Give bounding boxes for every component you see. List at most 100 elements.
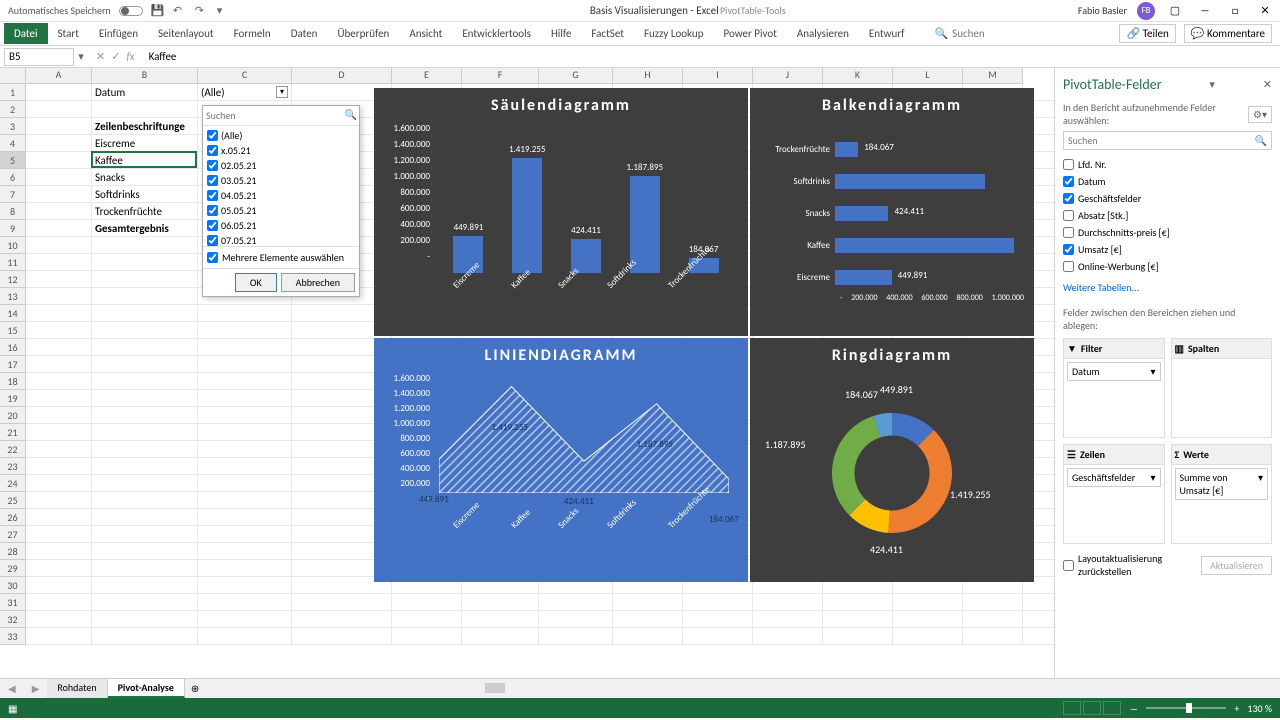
zone-values[interactable]: ΣWerteSumme von Umsatz [€]▾ bbox=[1171, 444, 1273, 544]
filter-item-checkbox[interactable] bbox=[207, 190, 218, 201]
row-header-9[interactable]: 9 bbox=[0, 220, 26, 237]
column-header-F[interactable]: F bbox=[462, 68, 539, 84]
ribbon-tab-einfügen[interactable]: Einfügen bbox=[89, 23, 148, 44]
row-header-7[interactable]: 7 bbox=[0, 186, 26, 203]
filter-item-checkbox[interactable] bbox=[207, 220, 218, 231]
field-name[interactable]: Durchschnitts-preis [€] bbox=[1078, 226, 1170, 239]
ribbon-tab-entwurf[interactable]: Entwurf bbox=[859, 23, 915, 44]
name-box-dropdown-icon[interactable]: ▾ bbox=[74, 50, 88, 63]
row-header-28[interactable]: 28 bbox=[0, 543, 26, 560]
row-header-32[interactable]: 32 bbox=[0, 611, 26, 628]
field-checkbox[interactable] bbox=[1063, 261, 1074, 272]
field-name[interactable]: Online-Werbung [€] bbox=[1078, 260, 1159, 273]
column-header-M[interactable]: M bbox=[963, 68, 1023, 84]
ribbon-tab-start[interactable]: Start bbox=[48, 23, 89, 44]
more-tables-link[interactable]: Weitere Tabellen... bbox=[1063, 281, 1272, 294]
column-header-K[interactable]: K bbox=[823, 68, 893, 84]
zone-item[interactable]: Summe von Umsatz [€]▾ bbox=[1175, 468, 1269, 500]
zoom-slider[interactable] bbox=[1146, 707, 1226, 709]
enter-formula-icon[interactable]: ✓ bbox=[111, 50, 120, 63]
ribbon-tab-power pivot[interactable]: Power Pivot bbox=[713, 23, 786, 44]
redo-icon[interactable]: ↷ bbox=[195, 4, 209, 18]
filter-item-checkbox[interactable] bbox=[207, 160, 218, 171]
row-header-27[interactable]: 27 bbox=[0, 526, 26, 543]
row-header-11[interactable]: 11 bbox=[0, 254, 26, 271]
ribbon-tab-analysieren[interactable]: Analysieren bbox=[787, 23, 859, 44]
row-header-2[interactable]: 2 bbox=[0, 101, 26, 118]
row-header-4[interactable]: 4 bbox=[0, 135, 26, 152]
zoom-level[interactable]: 130 % bbox=[1247, 702, 1272, 715]
save-icon[interactable]: 💾 bbox=[151, 4, 165, 18]
field-name[interactable]: Geschäftsfelder bbox=[1078, 192, 1141, 205]
row-header-6[interactable]: 6 bbox=[0, 169, 26, 186]
search-icon[interactable]: 🔍 bbox=[345, 108, 357, 123]
panel-dropdown-icon[interactable]: ▾ bbox=[1209, 78, 1215, 91]
ribbon-tab-seitenlayout[interactable]: Seitenlayout bbox=[148, 23, 224, 44]
zone-item[interactable]: Geschäftsfelder▾ bbox=[1067, 468, 1161, 487]
update-button[interactable]: Aktualisieren bbox=[1201, 556, 1272, 575]
row-header-21[interactable]: 21 bbox=[0, 424, 26, 441]
row-header-16[interactable]: 16 bbox=[0, 339, 26, 356]
row-header-3[interactable]: 3 bbox=[0, 118, 26, 135]
minimize-icon[interactable]: ― bbox=[1195, 1, 1215, 21]
add-sheet-icon[interactable]: ⊕ bbox=[185, 682, 205, 695]
row-header-30[interactable]: 30 bbox=[0, 577, 26, 594]
select-all-corner[interactable] bbox=[0, 68, 26, 84]
comments-button[interactable]: 💬 Kommentare bbox=[1184, 24, 1272, 43]
qat-customize-icon[interactable]: ▾ bbox=[217, 4, 231, 18]
field-checkbox[interactable] bbox=[1063, 159, 1074, 170]
chevron-down-icon[interactable]: ▾ bbox=[1150, 471, 1155, 484]
row-header-10[interactable]: 10 bbox=[0, 237, 26, 254]
zone-rows[interactable]: ☰ZeilenGeschäftsfelder▾ bbox=[1063, 444, 1165, 544]
ribbon-tab-ansicht[interactable]: Ansicht bbox=[399, 23, 452, 44]
ok-button[interactable]: OK bbox=[235, 273, 277, 292]
filter-item-checkbox[interactable] bbox=[207, 130, 218, 141]
ribbon-tab-hilfe[interactable]: Hilfe bbox=[541, 23, 581, 44]
ribbon-search-label[interactable]: Suchen bbox=[952, 27, 985, 40]
undo-icon[interactable]: ↶ bbox=[173, 4, 187, 18]
page-break-view-icon[interactable] bbox=[1103, 701, 1121, 715]
column-header-D[interactable]: D bbox=[292, 68, 392, 84]
zone-item[interactable]: Datum▾ bbox=[1067, 362, 1161, 381]
sheet-nav-next-icon[interactable]: ▶ bbox=[24, 682, 48, 695]
row-header-1[interactable]: 1 bbox=[0, 84, 26, 101]
column-header-E[interactable]: E bbox=[392, 68, 462, 84]
row-header-8[interactable]: 8 bbox=[0, 203, 26, 220]
sheet-nav-prev-icon[interactable]: ◀ bbox=[0, 682, 24, 695]
row-header-14[interactable]: 14 bbox=[0, 305, 26, 322]
bar-chart[interactable]: BalkendiagrammTrockenfrüchte184.067Softd… bbox=[750, 88, 1034, 336]
field-checkbox[interactable] bbox=[1063, 210, 1074, 221]
field-name[interactable]: Datum bbox=[1078, 175, 1105, 188]
row-header-31[interactable]: 31 bbox=[0, 594, 26, 611]
field-checkbox[interactable] bbox=[1063, 193, 1074, 204]
row-header-5[interactable]: 5 bbox=[0, 152, 26, 169]
ribbon-tab-überprüfen[interactable]: Überprüfen bbox=[327, 23, 399, 44]
row-header-23[interactable]: 23 bbox=[0, 458, 26, 475]
column-header-G[interactable]: G bbox=[539, 68, 613, 84]
ribbon-tab-formeln[interactable]: Formeln bbox=[224, 23, 281, 44]
row-header-13[interactable]: 13 bbox=[0, 288, 26, 305]
zoom-out-icon[interactable]: ― bbox=[1129, 702, 1138, 715]
panel-close-icon[interactable]: ✕ bbox=[1263, 78, 1272, 91]
sheet-tab-pivot-analyse[interactable]: Pivot-Analyse bbox=[108, 679, 185, 698]
row-header-33[interactable]: 33 bbox=[0, 628, 26, 645]
row-header-29[interactable]: 29 bbox=[0, 560, 26, 577]
row-header-12[interactable]: 12 bbox=[0, 271, 26, 288]
normal-view-icon[interactable] bbox=[1063, 701, 1081, 715]
row-header-15[interactable]: 15 bbox=[0, 322, 26, 339]
fx-icon[interactable]: fx bbox=[126, 50, 134, 63]
column-header-I[interactable]: I bbox=[683, 68, 753, 84]
horizontal-scrollbar[interactable] bbox=[215, 683, 1270, 695]
maximize-icon[interactable]: □ bbox=[1225, 1, 1245, 21]
row-header-19[interactable]: 19 bbox=[0, 390, 26, 407]
close-icon[interactable]: ✕ bbox=[1255, 1, 1275, 21]
share-button[interactable]: 🔗 Teilen bbox=[1119, 24, 1175, 43]
line-chart[interactable]: LINIENDIAGRAMM1.600.0001.400.0001.200.00… bbox=[374, 338, 748, 582]
filter-item-checkbox[interactable] bbox=[207, 145, 218, 156]
chevron-down-icon[interactable]: ▾ bbox=[1150, 365, 1155, 378]
field-name[interactable]: Absatz [Stk.] bbox=[1078, 209, 1128, 222]
pivot-filter-dropdown-icon[interactable]: ▾ bbox=[276, 86, 288, 98]
column-header-H[interactable]: H bbox=[613, 68, 683, 84]
gear-icon[interactable]: ⚙▾ bbox=[1248, 106, 1272, 123]
column-header-A[interactable]: A bbox=[26, 68, 92, 84]
